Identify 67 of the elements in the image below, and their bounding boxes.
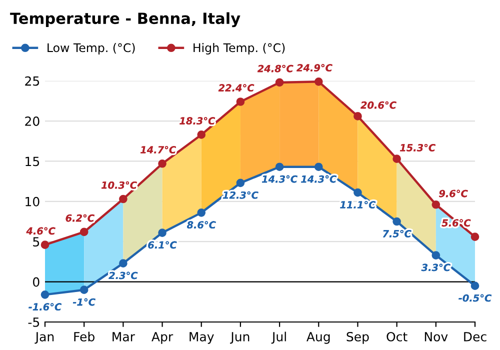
data-label: 15.3°C — [400, 144, 436, 152]
x-tick-label: Jan — [34, 332, 54, 344]
point — [275, 78, 284, 87]
point — [236, 98, 245, 106]
x-tick-label: Nov — [424, 332, 448, 342]
data-label: 6.2°C — [66, 214, 94, 222]
point — [40, 240, 50, 249]
x-tick-label: Sep — [346, 332, 369, 344]
y-tick-label: 0 — [33, 277, 40, 287]
y-tick-label: 5 — [33, 237, 40, 247]
point — [470, 232, 480, 241]
point — [354, 188, 362, 197]
data-label: 9.6°C — [439, 190, 468, 198]
point — [314, 77, 323, 86]
data-label: 8.6°C — [186, 221, 216, 229]
point — [158, 159, 166, 168]
y-tick-label: 10 — [26, 196, 40, 206]
y-tick-label: -5 — [28, 318, 40, 327]
x-tick-label: Mar — [112, 332, 135, 342]
data-label: 2.3°C — [108, 272, 138, 280]
point — [158, 228, 166, 237]
data-label: -0.5°C — [458, 294, 492, 302]
point — [432, 251, 440, 260]
legend-label: High Temp. (°C) — [194, 43, 285, 54]
y-tick-label: 20 — [25, 116, 40, 126]
x-tick-label: Oct — [386, 332, 408, 342]
x-tick-label: Aug — [306, 332, 330, 344]
data-label: 3.3°C — [421, 264, 450, 272]
y-tick-label: 15 — [26, 156, 40, 166]
point — [40, 290, 50, 299]
data-label: 7.5°C — [382, 230, 412, 238]
point — [80, 228, 88, 236]
point — [314, 162, 323, 172]
point — [275, 162, 284, 172]
data-label: 14.7°C — [140, 146, 176, 154]
data-label: 24.9°C — [296, 64, 332, 72]
legend-label: Low Temp. (°C) — [48, 43, 135, 54]
point — [354, 112, 362, 120]
data-label: 4.6°C — [26, 227, 56, 235]
x-tick-label: May — [190, 332, 214, 344]
y-tick-label: 25 — [25, 76, 40, 86]
point — [197, 208, 206, 217]
x-tick-label: Jun — [230, 332, 250, 344]
point — [80, 286, 88, 294]
point — [119, 259, 128, 268]
x-tick-label: Jul — [271, 332, 286, 344]
data-label: 20.6°C — [360, 101, 396, 109]
data-label: -1°C — [72, 298, 96, 306]
point — [236, 178, 245, 188]
point — [392, 217, 401, 226]
data-label: 22.4°C — [218, 84, 254, 92]
point — [197, 130, 206, 139]
point — [392, 154, 401, 163]
x-tick-label: Feb — [74, 332, 94, 342]
data-label: 18.3°C — [180, 117, 216, 124]
point — [470, 282, 480, 290]
point — [119, 194, 128, 204]
data-label: -1.6°C — [28, 303, 62, 311]
data-label: 6.1°C — [148, 241, 177, 249]
point — [432, 200, 440, 209]
x-tick-label: Apr — [152, 332, 174, 344]
data-label: 14.3°C — [301, 175, 337, 183]
chart-title: Temperature - Benna, Italy — [10, 12, 240, 28]
data-label: 14.3°C — [262, 175, 298, 183]
data-label: 10.3°C — [101, 181, 137, 189]
x-tick-label: Dec — [464, 332, 486, 342]
data-label: 24.8°C — [257, 64, 294, 72]
